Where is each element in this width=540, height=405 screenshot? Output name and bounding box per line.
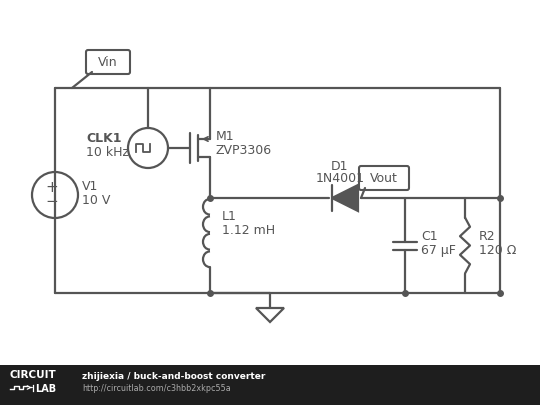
Text: 10 V: 10 V xyxy=(82,194,110,207)
Text: 1.12 mH: 1.12 mH xyxy=(222,224,275,237)
Polygon shape xyxy=(256,308,284,322)
FancyBboxPatch shape xyxy=(359,166,409,190)
Bar xyxy=(0,365,540,405)
Text: ZVP3306: ZVP3306 xyxy=(216,143,272,156)
Text: zhijiexia / buck-and-boost converter: zhijiexia / buck-and-boost converter xyxy=(82,372,265,381)
Text: CLK1: CLK1 xyxy=(86,132,122,145)
Text: C1: C1 xyxy=(421,230,437,243)
Text: M1: M1 xyxy=(216,130,234,143)
Text: 120 Ω: 120 Ω xyxy=(479,244,516,257)
Text: R2: R2 xyxy=(479,230,496,243)
Text: V1: V1 xyxy=(82,181,98,194)
Text: Vin: Vin xyxy=(98,55,118,68)
Text: L1: L1 xyxy=(222,209,237,222)
Circle shape xyxy=(32,172,78,218)
Text: 10 kHz: 10 kHz xyxy=(86,147,129,160)
Circle shape xyxy=(128,128,168,168)
Text: LAB: LAB xyxy=(35,384,56,394)
Text: D1: D1 xyxy=(331,160,349,173)
FancyBboxPatch shape xyxy=(86,50,130,74)
Text: 1N4001: 1N4001 xyxy=(315,173,364,185)
Polygon shape xyxy=(332,185,358,211)
Text: −: − xyxy=(45,194,58,209)
Text: +: + xyxy=(45,181,58,196)
Text: http://circuitlab.com/c3hbb2xkpc55a: http://circuitlab.com/c3hbb2xkpc55a xyxy=(82,384,231,393)
Text: 67 μF: 67 μF xyxy=(421,244,456,257)
Text: Vout: Vout xyxy=(370,171,398,185)
Text: CIRCUIT: CIRCUIT xyxy=(10,370,57,380)
